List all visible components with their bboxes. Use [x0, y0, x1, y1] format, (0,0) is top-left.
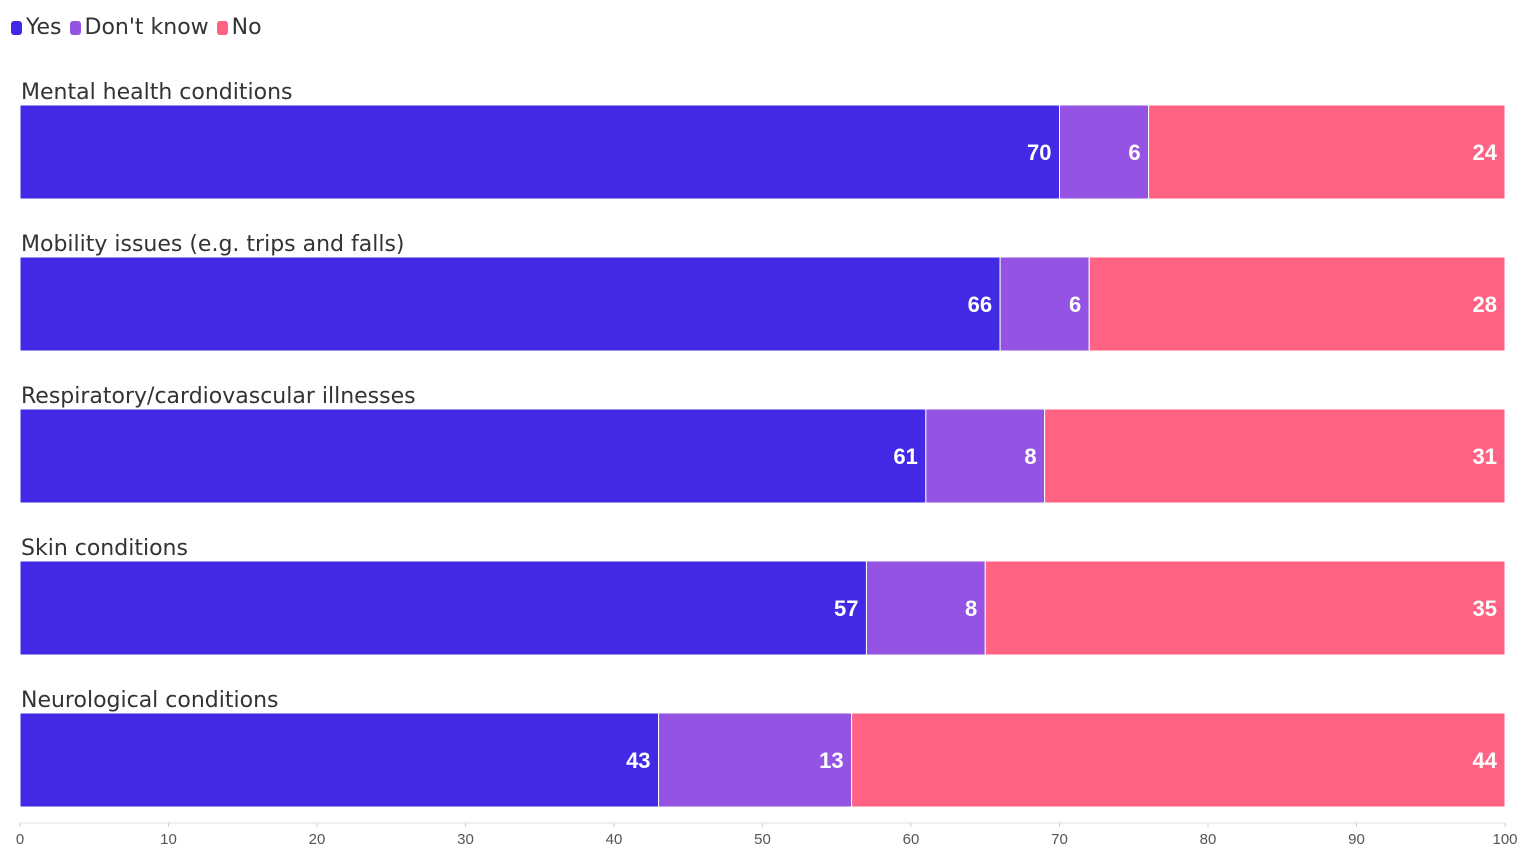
- bar-segment-yes[interactable]: [19, 408, 927, 504]
- value-label-don-t-know: 8: [1024, 444, 1036, 469]
- x-tick-label: 80: [1200, 831, 1217, 848]
- value-label-don-t-know: 13: [819, 748, 843, 773]
- category-label: Skin conditions: [21, 536, 188, 561]
- value-label-don-t-know: 8: [965, 596, 977, 621]
- x-tick-label: 60: [903, 831, 920, 848]
- x-tick-label: 30: [457, 831, 474, 848]
- bar-segment-don-t-know[interactable]: [865, 560, 986, 656]
- legend-label-yes: Yes: [26, 15, 62, 40]
- legend-item-no[interactable]: No: [216, 14, 262, 42]
- x-tick-label: 50: [754, 831, 771, 848]
- category-label: Neurological conditions: [21, 688, 278, 713]
- value-label-no: 24: [1473, 140, 1498, 165]
- legend-swatch-no: [216, 21, 228, 35]
- x-tick-label: 40: [606, 831, 623, 848]
- bar-segment-yes[interactable]: [19, 560, 867, 656]
- bar-group-skin-conditions: Skin conditions 57 8 35: [19, 536, 1506, 656]
- x-tick-label: 70: [1051, 831, 1068, 848]
- bar-segment-no[interactable]: [1088, 256, 1506, 352]
- value-label-no: 31: [1473, 444, 1497, 469]
- bar-segment-don-t-know[interactable]: [658, 712, 853, 808]
- bar-segment-no[interactable]: [1044, 408, 1506, 504]
- bar-segment-no[interactable]: [984, 560, 1506, 656]
- legend-item-dont-know[interactable]: Don't know: [69, 14, 209, 42]
- value-label-yes: 70: [1027, 140, 1051, 165]
- bar-group-mental-health-conditions: Mental health conditions 70 6 24: [19, 80, 1506, 200]
- value-label-yes: 61: [893, 444, 917, 469]
- x-tick-label: 100: [1492, 831, 1517, 848]
- value-label-no: 44: [1473, 748, 1498, 773]
- legend: Yes Don't know No: [11, 14, 262, 42]
- bar-segment-don-t-know[interactable]: [925, 408, 1046, 504]
- value-label-yes: 43: [626, 748, 650, 773]
- legend-item-yes[interactable]: Yes: [11, 14, 62, 42]
- bar-segment-yes[interactable]: [19, 256, 1001, 352]
- bar-segment-yes[interactable]: [19, 104, 1060, 200]
- value-label-no: 35: [1473, 596, 1497, 621]
- bar-segment-yes[interactable]: [19, 712, 660, 808]
- x-tick-label: 0: [16, 831, 24, 848]
- value-label-don-t-know: 6: [1128, 140, 1140, 165]
- value-label-no: 28: [1473, 292, 1497, 317]
- bar-segment-don-t-know[interactable]: [999, 256, 1090, 352]
- bar-segment-no[interactable]: [1148, 104, 1506, 200]
- legend-swatch-dont-know: [69, 21, 81, 35]
- legend-swatch-yes: [11, 21, 22, 35]
- bar-segment-no[interactable]: [851, 712, 1506, 808]
- bar-group-neurological-conditions: Neurological conditions 43 13 44: [19, 688, 1506, 808]
- bar-group-mobility-issues-e-g-trips-and-falls: Mobility issues (e.g. trips and falls)66…: [19, 232, 1506, 352]
- legend-label-dont-know: Don't know: [84, 15, 209, 40]
- value-label-don-t-know: 6: [1069, 292, 1081, 317]
- value-label-yes: 66: [968, 292, 992, 317]
- category-label: Mental health conditions: [21, 80, 293, 105]
- legend-label-no: No: [231, 15, 262, 40]
- category-label: Respiratory/cardiovascular illnesses: [21, 384, 416, 409]
- value-label-yes: 57: [834, 596, 858, 621]
- bar-group-respiratory-cardiovascular-illnesses: Respiratory/cardiovascular illnesses 61 8 3…: [19, 384, 1506, 504]
- x-tick-label: 20: [309, 831, 326, 848]
- x-tick-label: 90: [1348, 831, 1365, 848]
- category-label: Mobility issues (e.g. trips and falls): [21, 232, 405, 257]
- x-tick-label: 10: [160, 831, 177, 848]
